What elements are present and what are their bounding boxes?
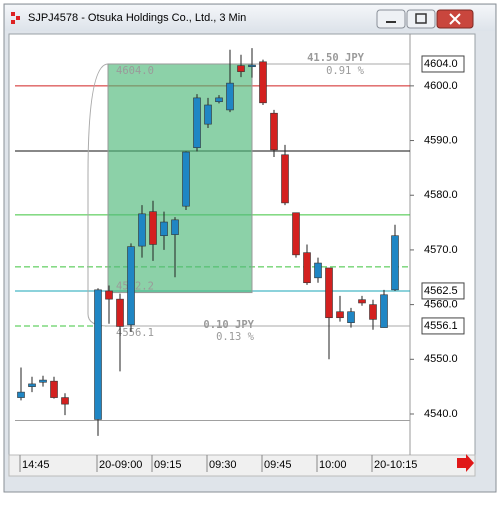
candle-body <box>215 97 223 103</box>
price-label: 4556.1 <box>424 320 458 332</box>
candle-body <box>314 262 322 279</box>
candle-body <box>237 65 245 72</box>
candle-body <box>105 290 113 300</box>
range-label: 4562.2 <box>116 281 154 293</box>
candle-body <box>182 151 190 207</box>
x-tick-label: 14:45 <box>22 459 50 471</box>
measure-label: 4556.1 <box>116 327 154 339</box>
candle-body <box>303 252 311 284</box>
candle-body <box>204 104 212 125</box>
close-icon <box>449 13 461 25</box>
candle-body <box>391 235 399 291</box>
candle-body <box>325 267 333 319</box>
price-label-box <box>421 282 465 300</box>
x-tick-label: 09:45 <box>264 459 292 471</box>
x-tick-label: 09:30 <box>209 459 237 471</box>
price-label-box <box>421 317 465 335</box>
candle-body <box>50 380 58 398</box>
minimize-button[interactable] <box>376 9 406 29</box>
measure-text: 0.91 % <box>326 65 365 77</box>
candle-body <box>358 299 366 304</box>
price-label: 4562.5 <box>424 285 458 297</box>
candle-body <box>149 211 157 245</box>
candle-body <box>248 64 256 68</box>
candle-body <box>116 298 124 327</box>
app-icon <box>11 12 20 24</box>
y-tick-label: 4590.0 <box>424 134 458 146</box>
measure-text: 41.50 JPY <box>307 52 365 64</box>
scroll-right-arrow[interactable] <box>457 454 474 472</box>
candle-body <box>369 304 377 320</box>
candle-body <box>347 311 355 323</box>
price-label: 4604.0 <box>424 58 458 70</box>
candle-body <box>270 112 278 151</box>
candle-body <box>127 246 135 326</box>
y-tick-label: 4570.0 <box>424 244 458 256</box>
measure-text: 0.10 JPY <box>203 319 254 331</box>
candle-body <box>336 311 344 319</box>
x-tick-label: 10:00 <box>319 459 347 471</box>
window-title: SJPJ4578 - Otsuka Holdings Co., Ltd., 3 … <box>28 12 246 24</box>
measure-text: 0.13 % <box>216 331 255 343</box>
candle-body <box>380 294 388 328</box>
candle-body <box>39 379 47 383</box>
y-tick-label: 4540.0 <box>424 408 458 420</box>
maximize-icon <box>415 13 427 24</box>
candle-body <box>94 289 102 420</box>
time-axis <box>8 454 476 477</box>
y-tick-label: 4560.0 <box>424 299 458 311</box>
x-tick-label: 20-09:00 <box>99 459 142 471</box>
range-label: 4604.0 <box>116 65 154 77</box>
y-tick-label: 4580.0 <box>424 189 458 201</box>
candle-body <box>226 82 234 111</box>
y-tick-label: 4550.0 <box>424 353 458 365</box>
candle-body <box>61 397 69 405</box>
candle-body <box>28 383 36 387</box>
candle-body <box>281 154 289 204</box>
candle-body <box>17 391 25 398</box>
candle-body <box>292 212 300 256</box>
x-tick-label: 09:15 <box>154 459 182 471</box>
candle-body <box>171 219 179 235</box>
candle-body <box>138 213 146 247</box>
candle-body <box>160 221 168 237</box>
candle-body <box>193 97 201 148</box>
y-tick-label: 4600.0 <box>424 80 458 92</box>
x-tick-label: 20-10:15 <box>374 459 417 471</box>
candle-body <box>259 61 267 104</box>
maximize-button[interactable] <box>406 9 436 29</box>
price-label-box <box>421 55 465 73</box>
